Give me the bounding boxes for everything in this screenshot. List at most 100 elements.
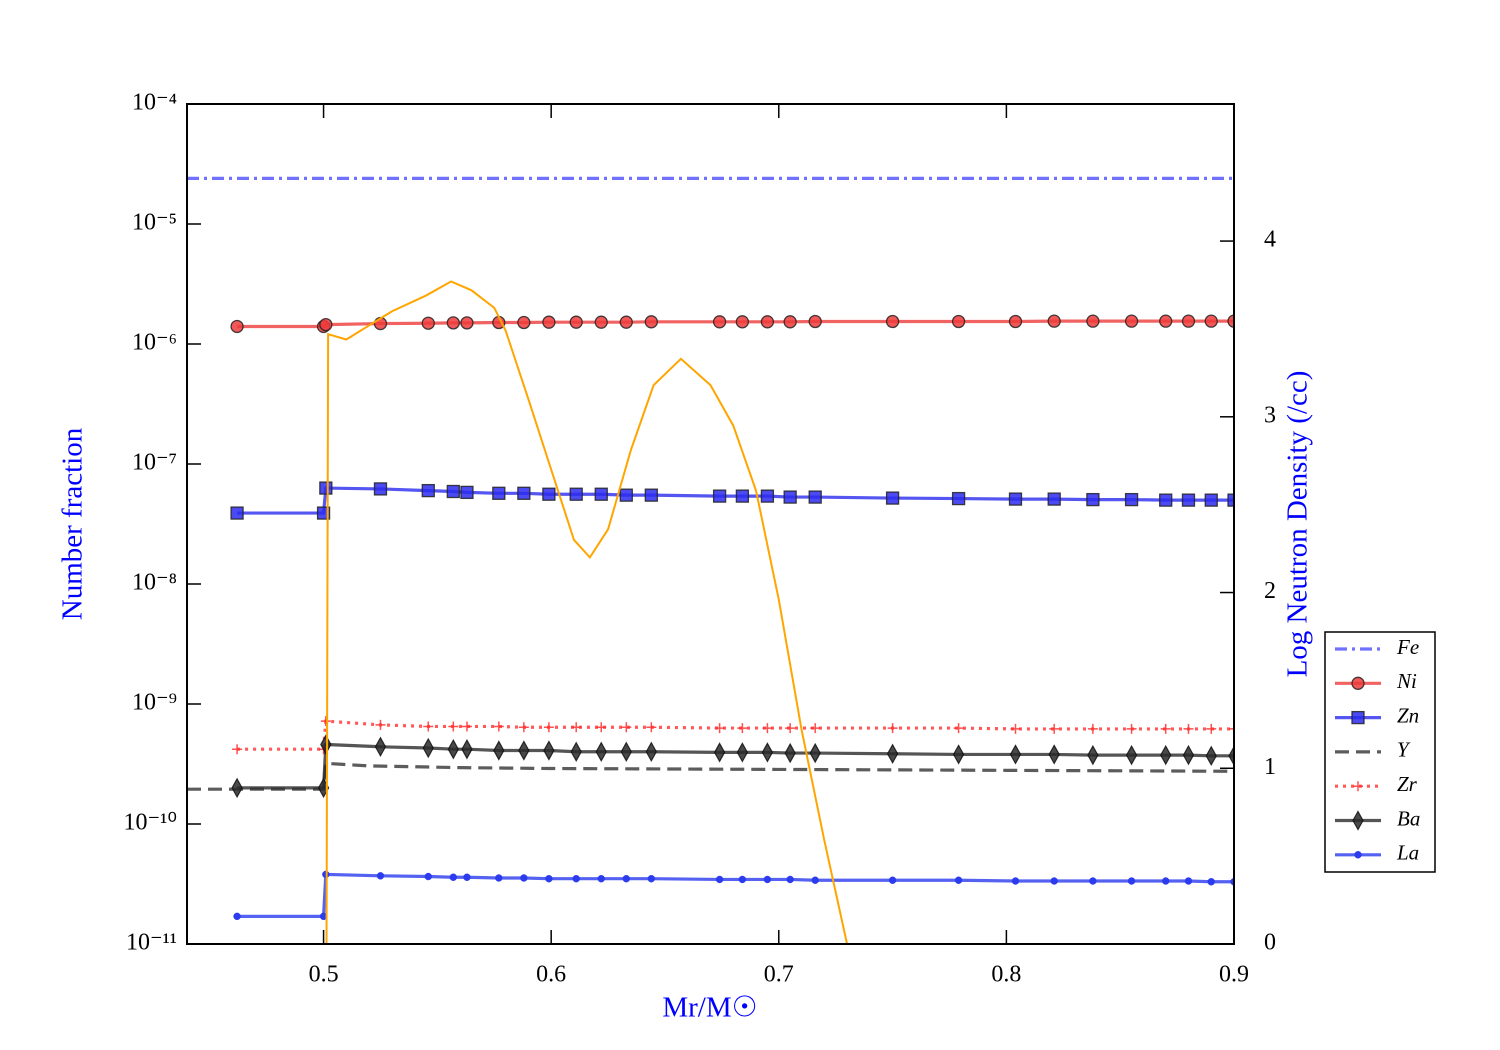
marker bbox=[543, 740, 555, 761]
series-line bbox=[187, 761, 1234, 791]
marker bbox=[543, 722, 554, 733]
x-axis-label: Mr/M☉ bbox=[662, 992, 757, 1024]
marker bbox=[954, 876, 963, 884]
marker bbox=[1048, 744, 1060, 765]
marker bbox=[1125, 744, 1138, 766]
marker bbox=[887, 723, 898, 734]
marker bbox=[1351, 710, 1365, 725]
legend-label: Y bbox=[1397, 738, 1411, 762]
marker bbox=[320, 734, 332, 755]
marker bbox=[1161, 877, 1170, 885]
marker bbox=[460, 485, 474, 500]
marker bbox=[622, 874, 631, 883]
y2-axis-label: Log Neutron Density (/cc) bbox=[1282, 371, 1314, 678]
marker bbox=[808, 314, 822, 329]
marker bbox=[597, 874, 605, 883]
marker bbox=[595, 741, 607, 762]
marker bbox=[1184, 877, 1193, 885]
marker bbox=[1159, 314, 1173, 328]
marker bbox=[1047, 492, 1061, 506]
marker bbox=[493, 721, 504, 732]
y-tick-label: 10⁻⁸ bbox=[132, 570, 177, 596]
marker bbox=[542, 487, 556, 501]
marker bbox=[231, 777, 243, 799]
marker bbox=[1011, 877, 1020, 885]
marker bbox=[1204, 314, 1218, 328]
marker bbox=[735, 489, 750, 503]
marker bbox=[421, 483, 435, 498]
marker bbox=[810, 723, 821, 734]
marker bbox=[460, 316, 474, 330]
marker bbox=[1181, 314, 1196, 328]
marker bbox=[888, 876, 897, 884]
plot-area bbox=[187, 176, 1234, 944]
y-tick-label: 10⁻⁵ bbox=[132, 210, 177, 236]
legend-label: La bbox=[1396, 841, 1419, 865]
marker bbox=[761, 742, 774, 763]
marker bbox=[1160, 723, 1171, 734]
marker bbox=[233, 912, 241, 921]
x-tick-label: 0.7 bbox=[764, 962, 794, 988]
marker bbox=[594, 487, 608, 501]
marker bbox=[1126, 723, 1137, 734]
marker bbox=[784, 742, 796, 764]
marker bbox=[449, 873, 458, 881]
marker bbox=[319, 481, 333, 495]
marker bbox=[647, 874, 656, 883]
marker bbox=[760, 315, 775, 329]
marker bbox=[714, 723, 725, 734]
x-tick-label: 0.8 bbox=[991, 962, 1021, 988]
x-tick-label: 0.5 bbox=[309, 962, 339, 988]
marker bbox=[421, 316, 435, 330]
y-tick-label: 10⁻⁶ bbox=[132, 330, 177, 356]
y2-tick-label: 2 bbox=[1264, 578, 1276, 604]
marker bbox=[1159, 493, 1173, 507]
marker bbox=[542, 315, 556, 329]
axes-frame bbox=[186, 103, 1235, 945]
marker bbox=[953, 723, 964, 734]
marker bbox=[1207, 878, 1215, 886]
marker bbox=[786, 875, 794, 884]
marker bbox=[783, 315, 797, 329]
marker bbox=[783, 490, 797, 504]
marker bbox=[620, 741, 632, 762]
marker bbox=[517, 315, 531, 330]
marker bbox=[1351, 676, 1365, 690]
marker bbox=[885, 314, 900, 329]
marker bbox=[230, 506, 244, 520]
marker bbox=[520, 874, 528, 882]
legend-label: Ni bbox=[1396, 669, 1417, 693]
marker bbox=[232, 744, 243, 755]
marker bbox=[715, 875, 724, 884]
marker bbox=[572, 874, 580, 883]
marker bbox=[570, 741, 582, 762]
marker bbox=[495, 874, 503, 882]
marker bbox=[316, 506, 331, 520]
marker bbox=[785, 723, 796, 734]
x-tick-label: 0.6 bbox=[536, 962, 566, 988]
marker bbox=[735, 315, 750, 329]
marker bbox=[1010, 723, 1021, 734]
marker bbox=[646, 722, 657, 733]
marker bbox=[424, 872, 433, 881]
marker bbox=[448, 721, 459, 732]
marker bbox=[886, 743, 899, 764]
marker bbox=[1352, 810, 1364, 831]
marker bbox=[1087, 744, 1099, 766]
marker bbox=[594, 315, 608, 329]
marker bbox=[376, 872, 385, 880]
y-tick-label: 10⁻⁴ bbox=[132, 90, 177, 116]
marker bbox=[423, 721, 434, 732]
marker bbox=[1047, 314, 1061, 328]
marker bbox=[809, 742, 821, 764]
marker bbox=[1124, 314, 1139, 328]
marker bbox=[569, 487, 583, 501]
y-tick-label: 10⁻¹¹ bbox=[126, 930, 177, 956]
marker bbox=[1204, 493, 1218, 507]
marker bbox=[1008, 314, 1023, 329]
marker bbox=[712, 315, 727, 329]
marker bbox=[1227, 493, 1234, 507]
marker bbox=[1160, 744, 1172, 766]
y2-tick-label: 4 bbox=[1264, 227, 1276, 253]
